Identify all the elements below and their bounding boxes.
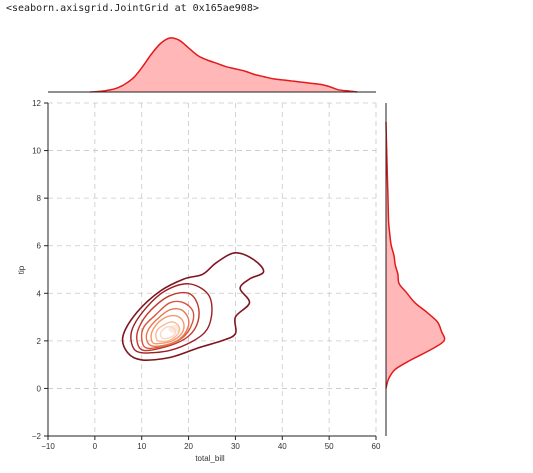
tick-labels: −10 0 10 20 30 40 50 60 −2 0 2 4 6 8 10 12 (32, 99, 381, 451)
kde-contour-level-7 (155, 321, 181, 343)
x-tick-label: −10 (41, 442, 55, 451)
y-axis-label: tip (17, 265, 26, 274)
x-tick-label: 20 (184, 442, 193, 451)
kde-contour-level-1 (121, 251, 265, 361)
y-tick-label: 6 (37, 242, 42, 251)
kde-contour-level-3 (136, 291, 200, 352)
x-tick-label: 10 (137, 442, 146, 451)
axes (44, 102, 377, 440)
x-tick-label: 60 (372, 442, 381, 451)
kde-contours (121, 251, 265, 361)
marginal-y-kde (385, 103, 446, 436)
marginal-y-line (385, 121, 446, 389)
x-axis-label: total_bill (195, 454, 225, 463)
marginal-x-kde (48, 37, 376, 93)
y-tick-label: 2 (37, 337, 42, 346)
kde-contour-level-5 (145, 308, 190, 348)
x-tick-label: 30 (231, 442, 240, 451)
x-tick-label: 0 (93, 442, 98, 451)
kde-contour-level-8 (159, 325, 177, 340)
marginal-x-line (90, 37, 358, 93)
grid-lines (47, 102, 377, 437)
x-tick-label: 50 (325, 442, 334, 451)
y-tick-label: 4 (37, 289, 42, 298)
y-tick-label: 8 (37, 194, 42, 203)
jointgrid-repr: <seaborn.axisgrid.JointGrid at 0x165ae90… (6, 3, 259, 14)
marginal-x-fill (90, 37, 358, 92)
kde-contour-level-2 (130, 283, 213, 354)
y-tick-label: 10 (32, 147, 41, 156)
y-tick-label: 0 (37, 384, 42, 393)
x-tick-label: 40 (278, 442, 287, 451)
y-tick-label: −2 (32, 432, 42, 441)
y-tick-label: 12 (32, 99, 41, 108)
marginal-y-fill (386, 122, 445, 389)
kde-contour-level-6 (150, 314, 185, 345)
